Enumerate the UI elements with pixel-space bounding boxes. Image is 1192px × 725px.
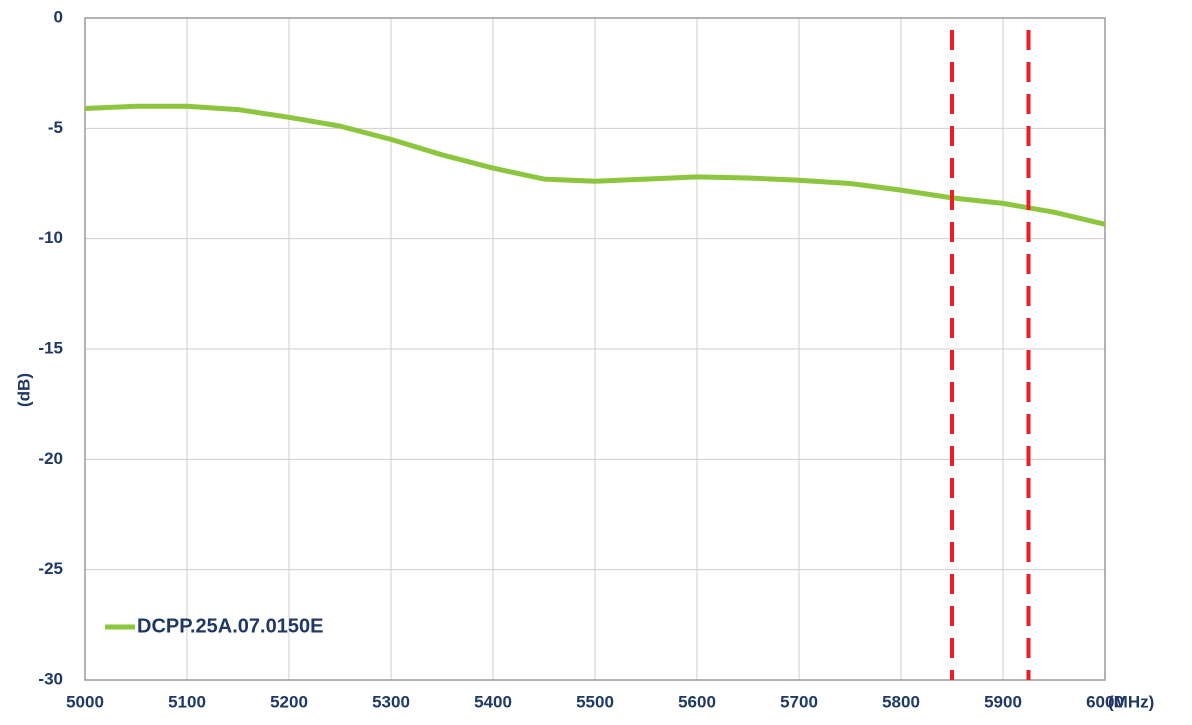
x-tick-label: 5000 xyxy=(66,692,104,711)
x-tick-label: 5800 xyxy=(882,692,920,711)
x-tick-label: 5700 xyxy=(780,692,818,711)
x-tick-label: 5300 xyxy=(372,692,410,711)
y-tick-label: 0 xyxy=(54,7,63,26)
y-tick-label: -15 xyxy=(38,338,63,357)
x-tick-label: 5600 xyxy=(678,692,716,711)
y-tick-label: -30 xyxy=(38,669,63,688)
x-tick-label: 5100 xyxy=(168,692,206,711)
plot-border xyxy=(84,17,1106,681)
x-tick-label: 5400 xyxy=(474,692,512,711)
data-line xyxy=(84,103,1106,227)
legend-label: DCPP.25A.07.0150E xyxy=(137,615,323,637)
y-tick-label: -5 xyxy=(48,118,63,137)
y-tick-label: -10 xyxy=(38,228,63,247)
y-tick-label: -25 xyxy=(38,559,63,578)
x-tick-label: 5200 xyxy=(270,692,308,711)
x-tick-label: 6000 xyxy=(1086,692,1124,711)
x-tick-label: 5500 xyxy=(576,692,614,711)
x-tick-label: 5900 xyxy=(984,692,1022,711)
x-axis-label: (MHz) xyxy=(1108,692,1154,711)
y-tick-label: -20 xyxy=(38,449,63,468)
y-axis-label: (dB) xyxy=(14,373,33,407)
